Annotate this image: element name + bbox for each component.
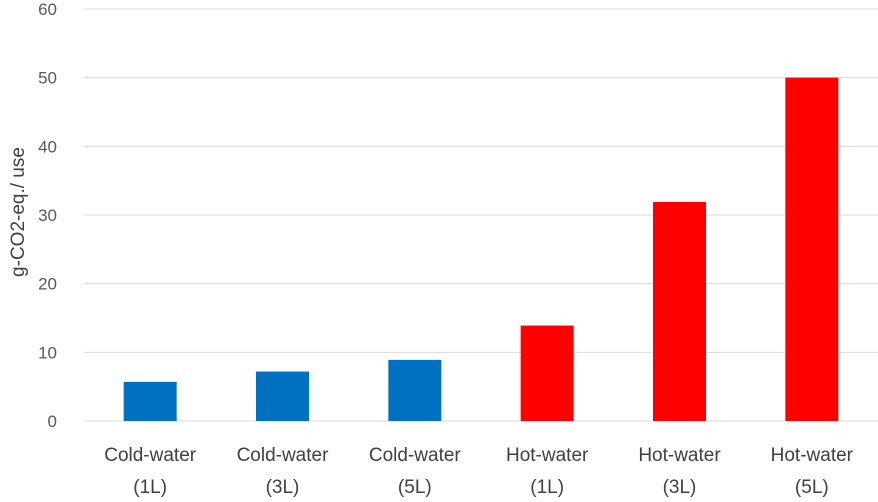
y-tick-label: 0 — [48, 412, 57, 431]
x-category-label: Hot-water (5L) — [771, 445, 854, 498]
x-category-label: Cold-water (1L) — [104, 445, 197, 498]
y-tick-label: 40 — [38, 137, 57, 156]
y-axis-ticks: 0 10 20 30 40 50 60 — [38, 0, 57, 431]
x-category-label: Cold-water (5L) — [369, 445, 462, 498]
bar — [785, 77, 839, 422]
y-tick-label: 30 — [38, 206, 57, 225]
bar — [123, 381, 177, 421]
bars — [123, 77, 839, 422]
y-tick-label: 10 — [38, 343, 57, 362]
bar — [256, 371, 309, 421]
gridlines — [84, 8, 878, 422]
x-category-label: Cold-water (3L) — [237, 445, 330, 498]
bar — [388, 359, 442, 421]
y-tick-label: 60 — [38, 0, 57, 19]
y-axis-title: g-CO2-eq./ use — [8, 147, 29, 277]
x-axis-categories: Cold-water (1L) Cold-water (3L) Cold-water (5… — [104, 445, 853, 498]
x-category-label: Hot-water (3L) — [638, 445, 721, 498]
bar — [520, 325, 574, 421]
bar — [653, 201, 706, 421]
x-category-label: Hot-water (1L) — [506, 445, 589, 498]
y-tick-label: 50 — [38, 69, 57, 88]
y-tick-label: 20 — [38, 275, 57, 294]
